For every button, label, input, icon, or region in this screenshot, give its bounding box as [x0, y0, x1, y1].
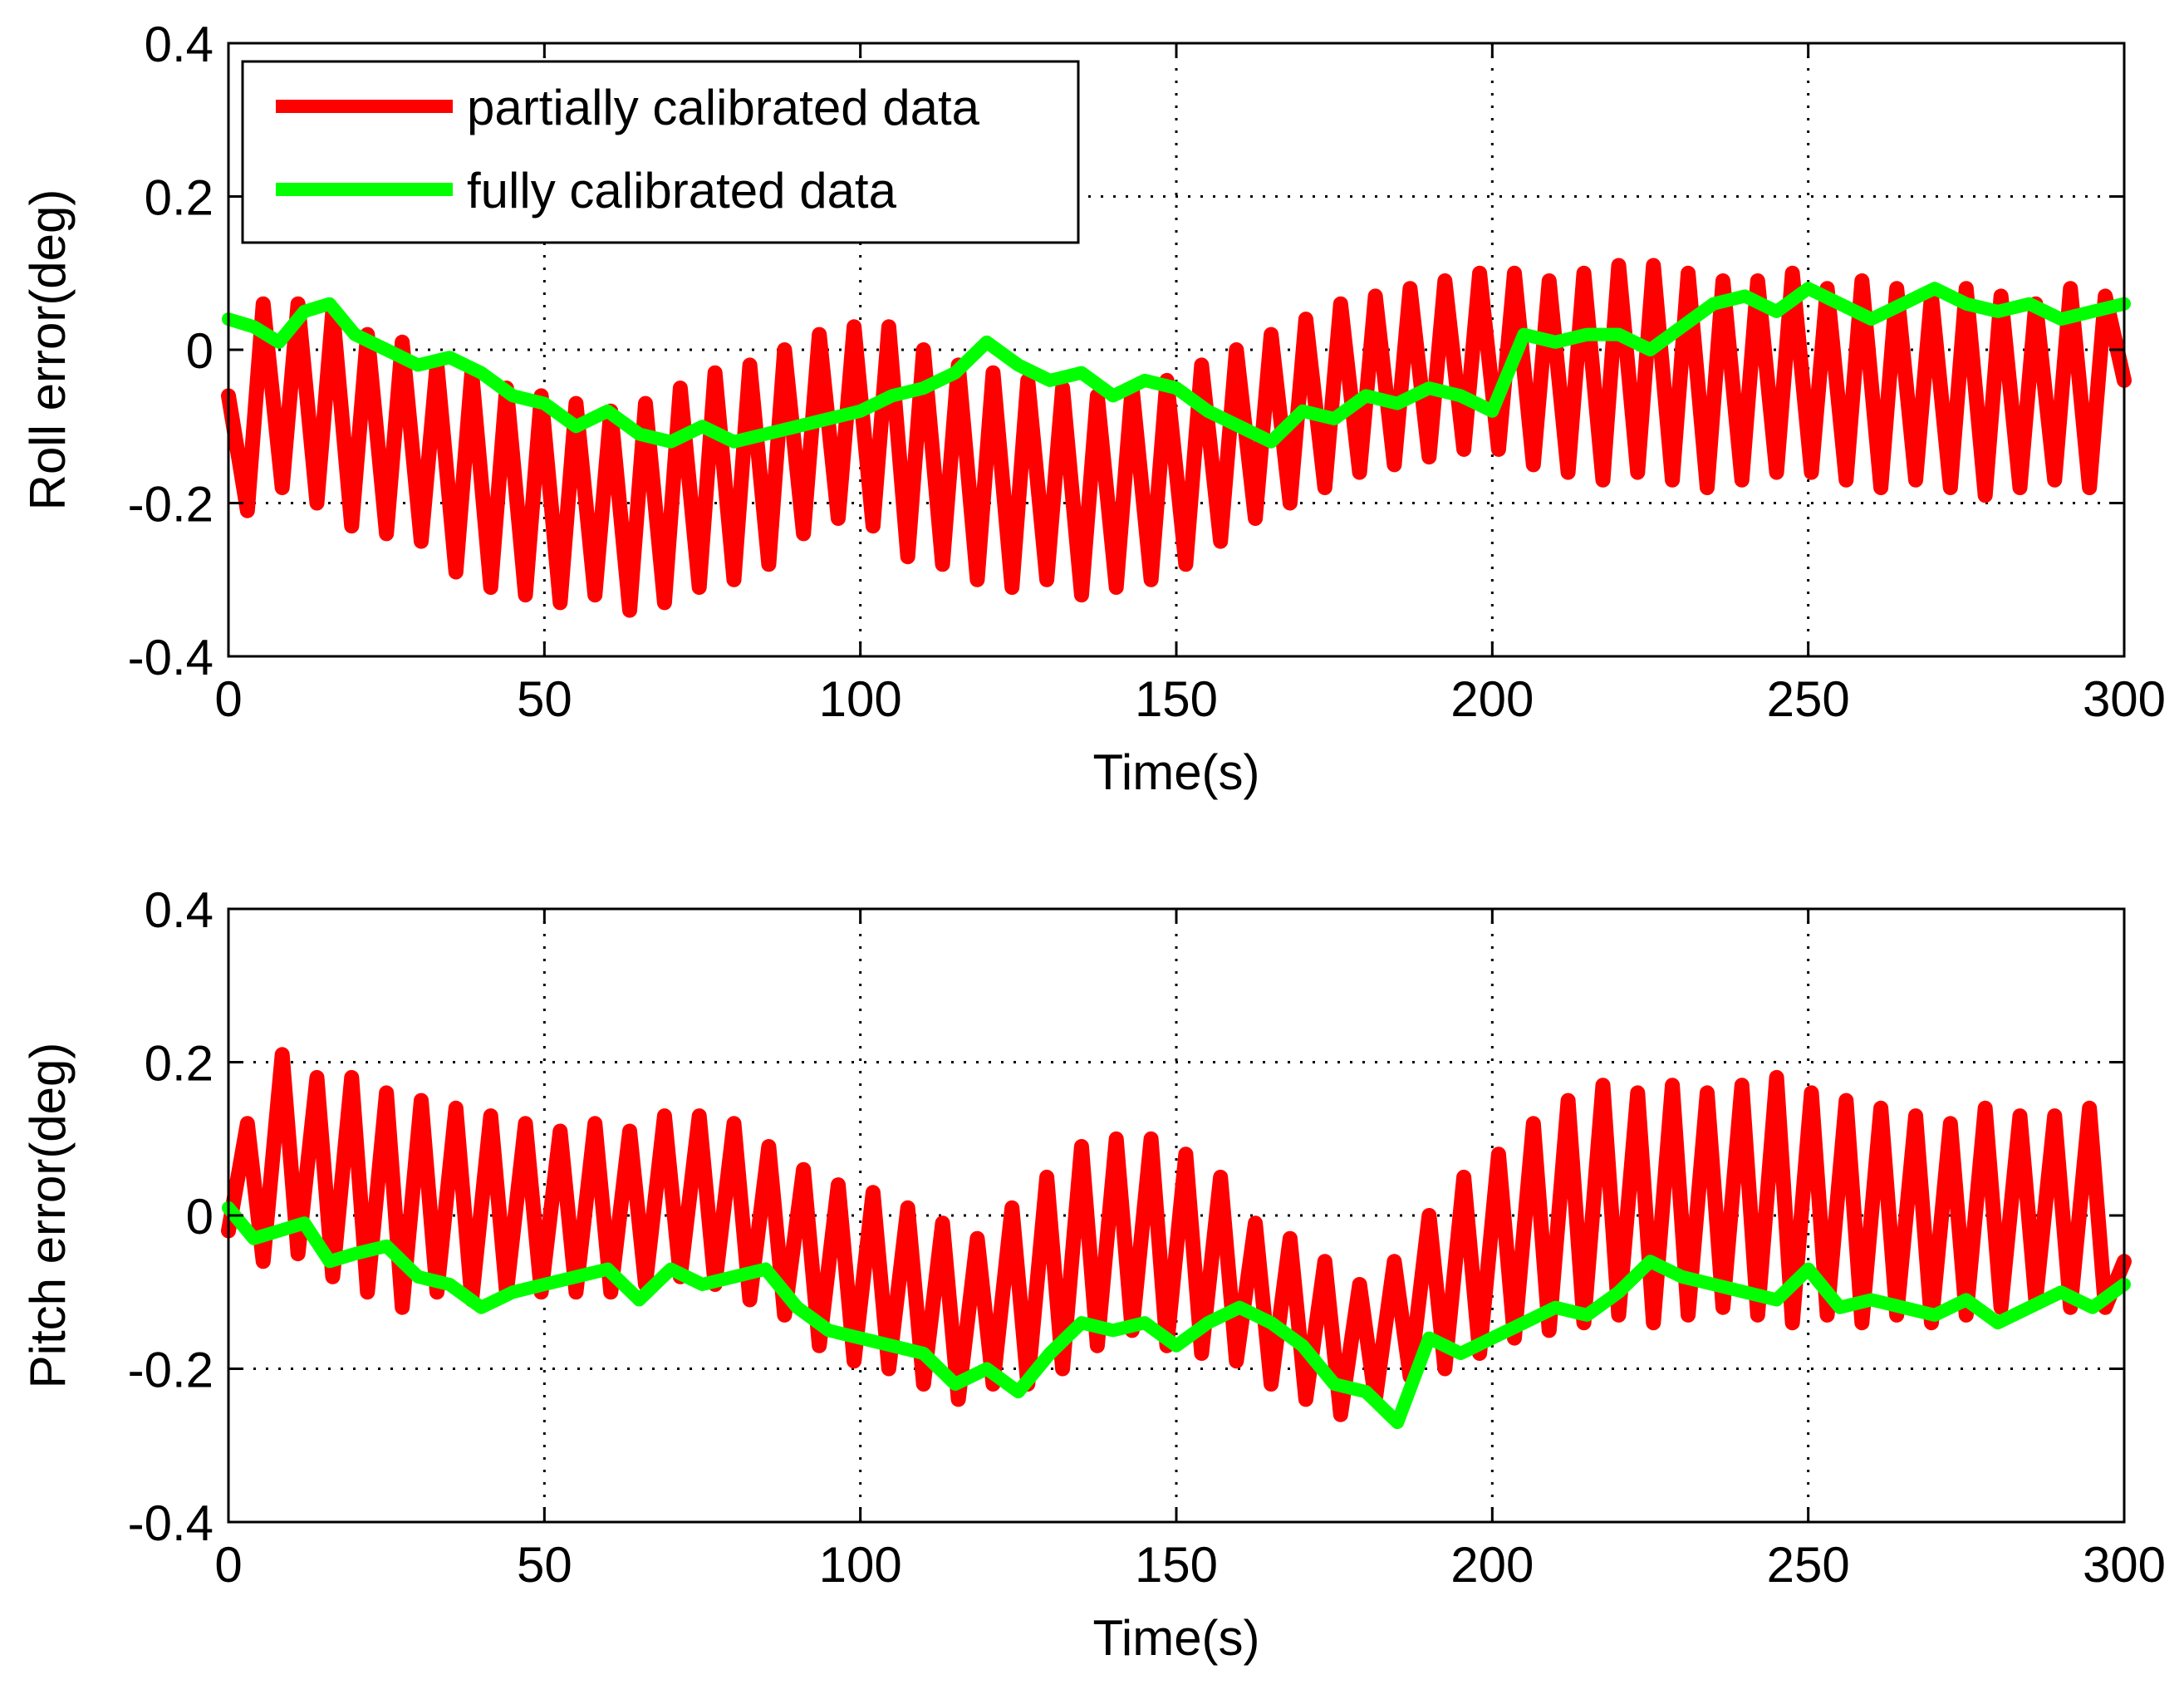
roll-ytick-label: -0.2 [128, 477, 213, 533]
pitch-xlabel: Time(s) [1092, 1610, 1259, 1666]
pitch-ytick-label: 0.4 [145, 882, 213, 938]
pitch-series-partially-calibrated [221, 1047, 2132, 1422]
pitch-xtick-label: 0 [214, 1537, 242, 1593]
roll-xtick-label: 250 [1767, 671, 1850, 727]
pitch-ytick-label: 0.2 [145, 1036, 213, 1092]
pitch-error-plot: 0 50 100 150 200 250 300 -0.4 -0.2 0 0.2 0.4 Time(s… [20, 882, 2166, 1666]
roll-series-fully-calibrated [222, 282, 2131, 449]
pitch-xtick-label: 100 [819, 1537, 902, 1593]
roll-series-partially-calibrated [221, 258, 2132, 618]
roll-ytick-label: -0.4 [128, 630, 213, 685]
pitch-series-fully-calibrated [222, 1201, 2131, 1430]
legend-label-full: fully calibrated data [467, 163, 897, 219]
legend-box [241, 60, 1080, 244]
pitch-xtick-label: 150 [1135, 1537, 1218, 1593]
roll-ylabel: Roll error(deg) [20, 189, 76, 511]
roll-xtick-label: 300 [2083, 671, 2166, 727]
pitch-ytick-label: -0.4 [128, 1495, 213, 1551]
legend: partially calibrated data fully calibrat… [241, 60, 1080, 244]
roll-error-plot: 0 50 100 150 200 250 300 -0.4 -0.2 0 0.2 0.4 Time(s… [20, 17, 2166, 800]
roll-series [221, 258, 2132, 618]
roll-ticks: 0 50 100 150 200 250 300 -0.4 -0.2 0 0.2 0.4 [128, 17, 2166, 727]
legend-label-partial: partially calibrated data [467, 80, 980, 135]
pitch-ylabel: Pitch error(deg) [20, 1043, 76, 1389]
roll-xtick-label: 150 [1135, 671, 1218, 727]
pitch-xtick-label: 200 [1450, 1537, 1534, 1593]
pitch-xtick-label: 50 [517, 1537, 572, 1593]
roll-xlabel: Time(s) [1092, 744, 1259, 800]
pitch-ytick-label: 0 [186, 1189, 213, 1245]
pitch-xtick-label: 250 [1767, 1537, 1850, 1593]
roll-ytick-label: 0 [186, 323, 213, 379]
pitch-series [221, 1047, 2132, 1430]
roll-xtick-label: 50 [517, 671, 572, 727]
roll-xtick-label: 0 [214, 671, 242, 727]
pitch-ticks: 0 50 100 150 200 250 300 -0.4 -0.2 0 0.2 0.4 [128, 882, 2166, 1593]
roll-xtick-label: 200 [1450, 671, 1534, 727]
pitch-xtick-label: 300 [2083, 1537, 2166, 1593]
roll-ytick-label: 0.4 [145, 17, 213, 72]
roll-ytick-label: 0.2 [145, 170, 213, 226]
pitch-ytick-label: -0.2 [128, 1343, 213, 1398]
roll-xtick-label: 100 [819, 671, 902, 727]
